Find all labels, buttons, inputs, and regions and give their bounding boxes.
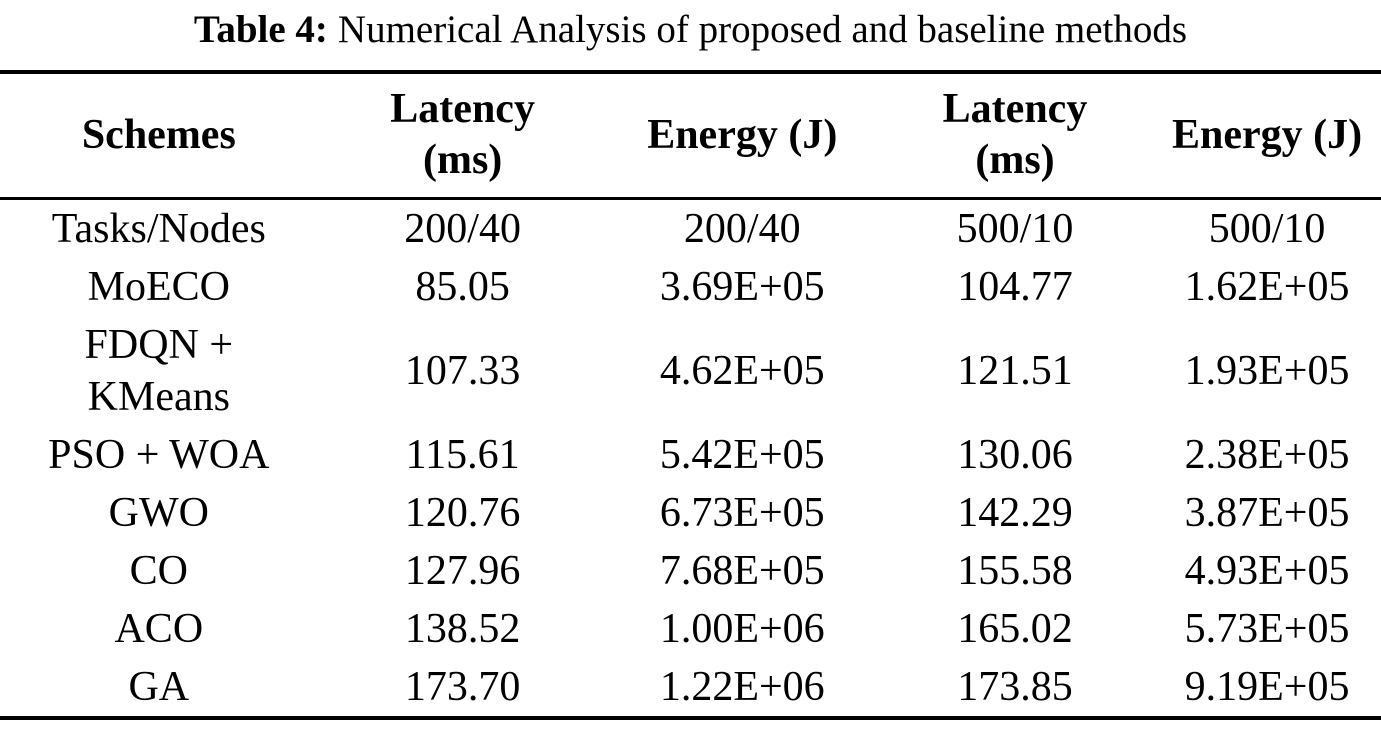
table-row: MoECO 85.05 3.69E+05 104.77 1.62E+05 (0, 258, 1381, 316)
value-cell: 6.73E+05 (659, 489, 825, 536)
scheme-cell: PSO + WOA (48, 431, 270, 478)
table-caption: Table 4: Numerical Analysis of proposed a… (0, 0, 1381, 70)
table-caption-label: Table 4: (193, 8, 328, 51)
value-cell: 127.96 (404, 547, 521, 594)
value-cell: 4.62E+05 (659, 347, 825, 394)
col-header-latency-1: Latency (ms) (317, 70, 608, 200)
value-cell: 173.70 (317, 658, 608, 721)
table-row: ACO 138.52 1.00E+06 165.02 5.73E+05 (0, 600, 1381, 658)
value-cell: 2.38E+05 (1184, 431, 1350, 478)
table-row: GWO 120.76 6.73E+05 142.29 3.87E+05 (0, 484, 1381, 542)
value-cell: 115.61 (405, 431, 520, 478)
col-header-schemes: Schemes (0, 70, 318, 200)
value-cell: 121.51 (957, 347, 1073, 394)
value-cell: 155.58 (957, 547, 1073, 594)
table-row: CO 127.96 7.68E+05 155.58 4.93E+05 (0, 542, 1381, 600)
table-row: FDQN + KMeans 107.33 4.62E+05 121.51 1.93E+0… (0, 316, 1381, 426)
results-table: Schemes Latency (ms) Energy (J) Latency … (0, 70, 1381, 721)
scheme-cell: CO (129, 547, 188, 594)
col-header-energy-2: Energy (J) (1153, 70, 1381, 200)
value-cell: 200/40 (404, 205, 521, 252)
value-cell: 9.19E+05 (1153, 658, 1381, 721)
value-cell: 4.93E+05 (1184, 547, 1350, 594)
value-cell: 85.05 (415, 263, 510, 310)
value-cell: 200/40 (683, 205, 801, 252)
value-cell: 7.68E+05 (659, 547, 825, 594)
value-cell: 3.87E+05 (1184, 489, 1350, 536)
value-cell: 173.85 (876, 658, 1154, 721)
value-cell: 130.06 (957, 431, 1073, 478)
value-cell: 500/10 (1208, 205, 1326, 252)
table-caption-text: Numerical Analysis of proposed and basel… (337, 8, 1188, 51)
table-row: Tasks/Nodes 200/40 200/40 500/10 500/10 (0, 198, 1381, 258)
value-cell: 5.42E+05 (659, 431, 825, 478)
value-cell: 1.22E+06 (607, 658, 877, 721)
value-cell: 3.69E+05 (659, 263, 825, 310)
header-row: Schemes Latency (ms) Energy (J) Latency … (0, 70, 1381, 200)
scheme-cell: Tasks/Nodes (51, 205, 266, 252)
table-body: Tasks/Nodes 200/40 200/40 500/10 500/10 MoECO… (0, 198, 1381, 721)
value-cell: 500/10 (956, 205, 1074, 252)
value-cell: 1.62E+05 (1184, 263, 1350, 310)
scheme-cell: ACO (114, 606, 204, 653)
value-cell: 120.76 (404, 489, 521, 536)
value-cell: 1.93E+05 (1184, 347, 1350, 394)
value-cell: 1.00E+06 (659, 606, 825, 653)
value-cell: 104.77 (957, 263, 1073, 310)
scheme-cell: GWO (108, 489, 209, 536)
value-cell: 5.73E+05 (1184, 606, 1350, 653)
table-row: GA 173.70 1.22E+06 173.85 9.19E+05 (0, 658, 1381, 721)
scheme-cell: FDQN + KMeans (84, 321, 234, 420)
table-row: PSO + WOA 115.61 5.42E+05 130.06 2.38E+05 (0, 426, 1381, 484)
value-cell: 107.33 (404, 347, 521, 394)
value-cell: 165.02 (957, 606, 1073, 653)
col-header-energy-1: Energy (J) (607, 70, 877, 200)
value-cell: 138.52 (404, 606, 521, 653)
scheme-cell: MoECO (87, 263, 230, 310)
value-cell: 142.29 (957, 489, 1073, 536)
col-header-latency-2: Latency (ms) (876, 70, 1154, 200)
table-header: Schemes Latency (ms) Energy (J) Latency … (0, 70, 1381, 200)
scheme-cell: GA (0, 658, 318, 721)
